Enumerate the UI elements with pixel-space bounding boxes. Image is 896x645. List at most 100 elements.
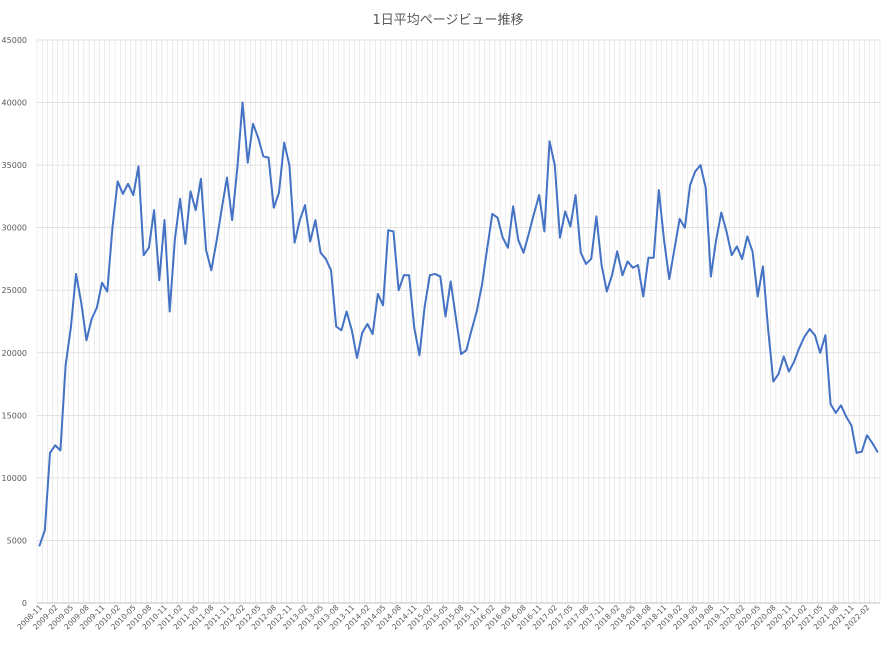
- data-point: [293, 241, 296, 244]
- data-point: [793, 360, 796, 363]
- data-point: [226, 176, 228, 179]
- data-point: [855, 451, 858, 454]
- y-tick-label: 15000: [2, 411, 27, 420]
- data-point: [418, 354, 421, 357]
- data-point: [246, 161, 249, 164]
- data-point: [215, 240, 218, 243]
- data-point: [657, 189, 660, 192]
- data-point: [814, 334, 816, 337]
- series-line: [38, 101, 879, 547]
- data-point: [163, 219, 166, 222]
- data-point: [210, 269, 213, 272]
- data-point: [647, 256, 650, 259]
- data-point: [231, 219, 234, 222]
- data-point: [788, 370, 790, 373]
- data-point: [767, 328, 770, 330]
- data-point: [340, 329, 343, 332]
- data-point: [663, 239, 665, 242]
- data-point: [194, 209, 197, 212]
- data-point: [309, 240, 312, 243]
- data-point: [730, 254, 733, 257]
- data-point: [808, 328, 811, 330]
- data-point: [564, 210, 567, 213]
- data-point: [834, 411, 837, 414]
- data-point: [678, 218, 681, 220]
- data-point: [637, 264, 639, 267]
- data-point: [751, 250, 754, 253]
- data-point: [491, 213, 494, 215]
- data-point: [683, 226, 686, 229]
- data-point: [278, 191, 280, 194]
- data-point: [559, 236, 561, 239]
- data-point: [522, 251, 525, 254]
- y-tick-label: 0: [22, 599, 27, 608]
- data-point: [200, 177, 202, 180]
- data-point: [611, 274, 613, 277]
- data-point: [361, 331, 364, 334]
- data-point: [470, 329, 473, 332]
- data-point: [324, 258, 327, 260]
- data-point: [49, 451, 51, 454]
- data-point: [845, 415, 848, 418]
- data-point: [840, 404, 842, 407]
- data-point: [408, 274, 410, 277]
- data-point: [376, 293, 379, 295]
- data-point: [475, 310, 478, 313]
- data-point: [652, 256, 655, 259]
- y-tick-label: 10000: [2, 474, 27, 483]
- data-point: [350, 329, 353, 332]
- data-point: [585, 263, 587, 265]
- data-point: [543, 230, 546, 233]
- data-point: [715, 239, 717, 242]
- data-point: [132, 194, 135, 197]
- data-point: [220, 208, 223, 210]
- data-point: [626, 260, 629, 263]
- data-point: [387, 229, 390, 232]
- data-point: [699, 164, 702, 167]
- data-point: [272, 206, 275, 209]
- data-point: [43, 529, 46, 532]
- data-point: [574, 194, 577, 197]
- y-tick-label: 40000: [2, 99, 27, 108]
- data-point: [746, 235, 749, 238]
- data-point: [356, 356, 358, 359]
- data-point: [465, 349, 468, 352]
- data-point: [106, 290, 109, 293]
- data-point: [69, 326, 72, 329]
- data-point: [496, 216, 499, 219]
- data-point: [756, 295, 759, 298]
- data-point: [116, 180, 119, 183]
- data-point: [257, 136, 260, 139]
- data-point: [38, 544, 41, 547]
- data-point: [371, 333, 374, 335]
- data-point: [824, 334, 827, 337]
- data-point: [304, 204, 306, 207]
- data-point: [392, 230, 395, 233]
- data-point: [704, 186, 707, 189]
- data-point: [876, 450, 879, 453]
- data-point: [90, 318, 93, 320]
- data-point: [54, 444, 57, 447]
- data-point: [236, 166, 239, 169]
- data-point: [64, 364, 67, 367]
- data-point: [668, 278, 671, 280]
- data-point: [402, 274, 405, 277]
- data-point: [413, 326, 416, 329]
- data-point: [121, 192, 124, 195]
- data-point: [803, 335, 806, 338]
- data-point: [142, 254, 145, 257]
- data-point: [819, 351, 822, 354]
- data-point: [283, 141, 286, 144]
- data-point: [153, 209, 155, 212]
- y-tick-label: 35000: [2, 161, 27, 170]
- data-point: [866, 434, 868, 437]
- y-tick-label: 25000: [2, 286, 27, 295]
- data-point: [762, 265, 764, 268]
- data-point: [345, 310, 348, 313]
- data-point: [736, 245, 738, 248]
- data-point: [314, 219, 317, 222]
- data-point: [444, 315, 447, 318]
- data-point: [168, 310, 171, 313]
- data-point: [189, 190, 192, 193]
